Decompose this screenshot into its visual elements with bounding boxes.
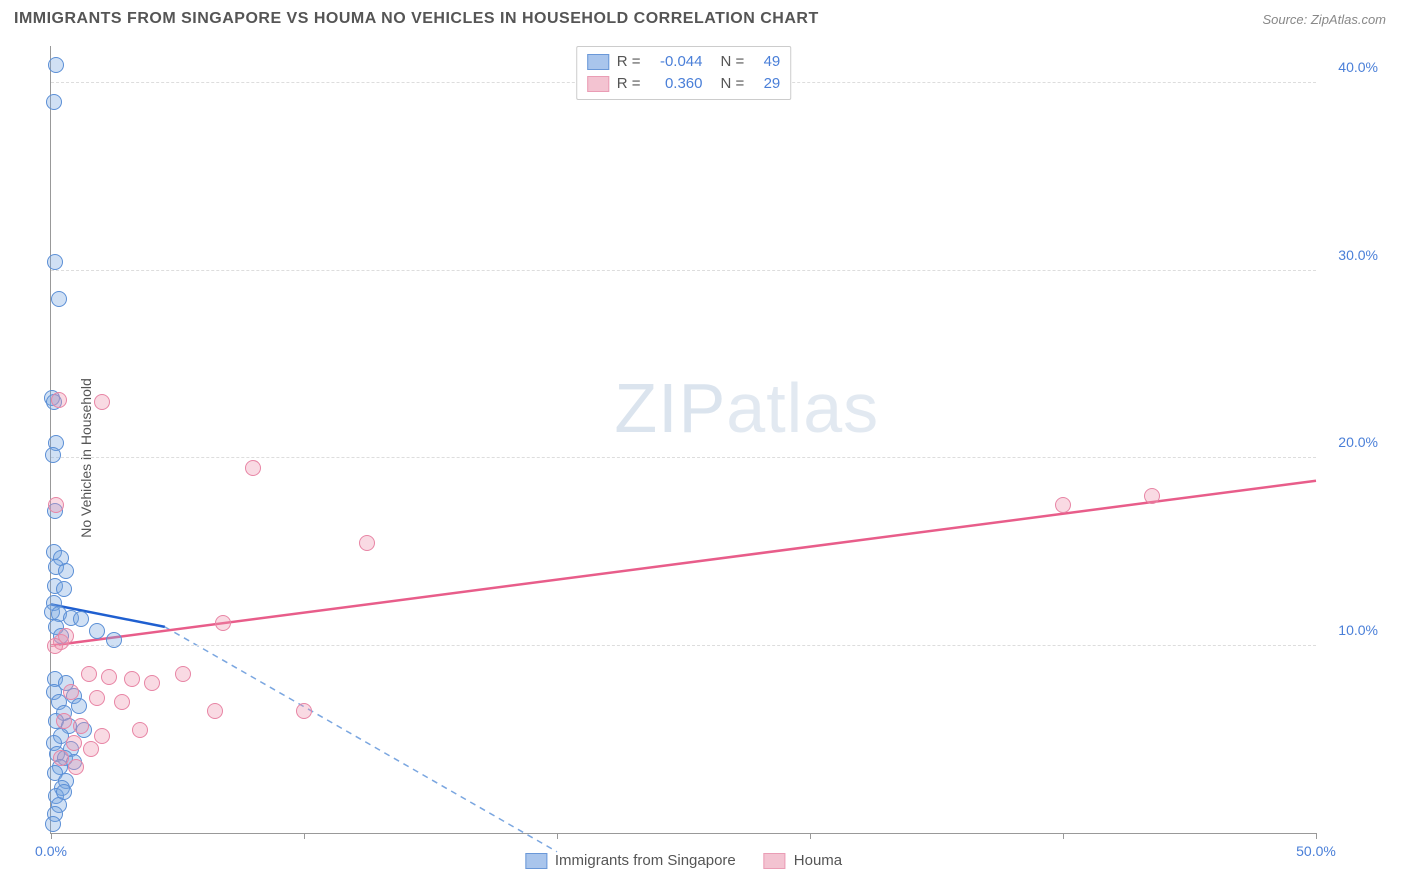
x-tick-label: 0.0%: [35, 843, 67, 859]
data-point: [245, 460, 261, 476]
trend-lines: [51, 46, 1316, 833]
data-point: [114, 694, 130, 710]
gridline: [51, 270, 1316, 271]
data-point: [45, 816, 61, 832]
legend-swatch: [587, 76, 609, 92]
data-point: [83, 741, 99, 757]
x-tick: [1063, 833, 1064, 839]
x-tick: [51, 833, 52, 839]
data-point: [89, 623, 105, 639]
legend-swatch: [587, 54, 609, 70]
correlation-legend-row: R = 0.360 N = 29: [587, 73, 781, 95]
data-point: [46, 94, 62, 110]
source-attribution: Source: ZipAtlas.com: [1262, 12, 1386, 27]
data-point: [63, 684, 79, 700]
data-point: [48, 497, 64, 513]
r-label: R =: [617, 73, 641, 95]
data-point: [58, 628, 74, 644]
data-point: [66, 735, 82, 751]
data-point: [207, 703, 223, 719]
series-legend-item: Houma: [764, 852, 842, 869]
data-point: [215, 615, 231, 631]
data-point: [58, 563, 74, 579]
correlation-legend: R = -0.044 N = 49 R = 0.360 N = 29: [576, 46, 792, 100]
y-tick-label: 40.0%: [1322, 59, 1378, 75]
legend-swatch: [525, 853, 547, 869]
y-tick-label: 30.0%: [1322, 247, 1378, 263]
data-point: [53, 750, 69, 766]
x-tick: [810, 833, 811, 839]
n-label: N =: [721, 73, 745, 95]
data-point: [94, 394, 110, 410]
chart-container: No Vehicles in Household ZIPatlas R =-0.…: [14, 40, 1386, 876]
r-label: R =: [617, 51, 641, 73]
x-tick: [304, 833, 305, 839]
x-tick: [1316, 833, 1317, 839]
data-point: [106, 632, 122, 648]
data-point: [56, 713, 72, 729]
legend-swatch: [764, 853, 786, 869]
data-point: [359, 535, 375, 551]
watermark: ZIPatlas: [614, 368, 879, 448]
series-legend-item: Immigrants from Singapore: [525, 852, 736, 869]
watermark-light: atlas: [726, 369, 879, 447]
data-point: [101, 669, 117, 685]
data-point: [73, 611, 89, 627]
n-label: N =: [721, 51, 745, 73]
x-tick-label: 50.0%: [1296, 843, 1336, 859]
watermark-bold: ZIP: [614, 369, 726, 447]
data-point: [132, 722, 148, 738]
x-tick: [557, 833, 558, 839]
data-point: [48, 57, 64, 73]
data-point: [45, 447, 61, 463]
r-value: -0.044: [649, 51, 703, 73]
data-point: [81, 666, 97, 682]
data-point: [296, 703, 312, 719]
data-point: [51, 291, 67, 307]
series-legend: Immigrants from Singapore Houma: [525, 852, 842, 869]
correlation-legend-row: R = -0.044 N = 49: [587, 51, 781, 73]
data-point: [144, 675, 160, 691]
y-tick-label: 10.0%: [1322, 622, 1378, 638]
page-title: IMMIGRANTS FROM SINGAPORE VS HOUMA NO VE…: [14, 10, 819, 28]
data-point: [73, 718, 89, 734]
n-value: 49: [752, 51, 780, 73]
data-point: [1144, 488, 1160, 504]
data-point: [51, 392, 67, 408]
r-value: 0.360: [649, 73, 703, 95]
plot-area: ZIPatlas R =-0.044N =49R =0.360N =29 Imm…: [50, 46, 1316, 834]
data-point: [56, 784, 72, 800]
gridline: [51, 457, 1316, 458]
y-tick-label: 20.0%: [1322, 434, 1378, 450]
data-point: [47, 254, 63, 270]
data-point: [89, 690, 105, 706]
series-legend-label: Houma: [794, 852, 842, 869]
series-legend-label: Immigrants from Singapore: [555, 852, 736, 869]
gridline: [51, 645, 1316, 646]
data-point: [1055, 497, 1071, 513]
data-point: [124, 671, 140, 687]
n-value: 29: [752, 73, 780, 95]
data-point: [175, 666, 191, 682]
data-point: [68, 759, 84, 775]
